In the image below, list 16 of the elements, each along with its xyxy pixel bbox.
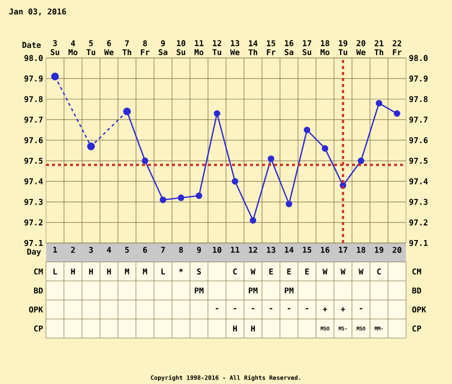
point <box>304 126 310 134</box>
point <box>250 217 256 224</box>
point <box>268 155 274 162</box>
point <box>322 145 328 152</box>
point <box>232 178 238 185</box>
point <box>87 142 95 150</box>
point <box>214 110 220 117</box>
point <box>196 192 202 199</box>
point <box>160 196 166 204</box>
point <box>358 158 364 164</box>
point <box>51 72 59 80</box>
point <box>376 100 382 106</box>
point <box>286 200 292 208</box>
point <box>394 110 400 117</box>
point <box>142 158 148 164</box>
point <box>178 194 184 202</box>
